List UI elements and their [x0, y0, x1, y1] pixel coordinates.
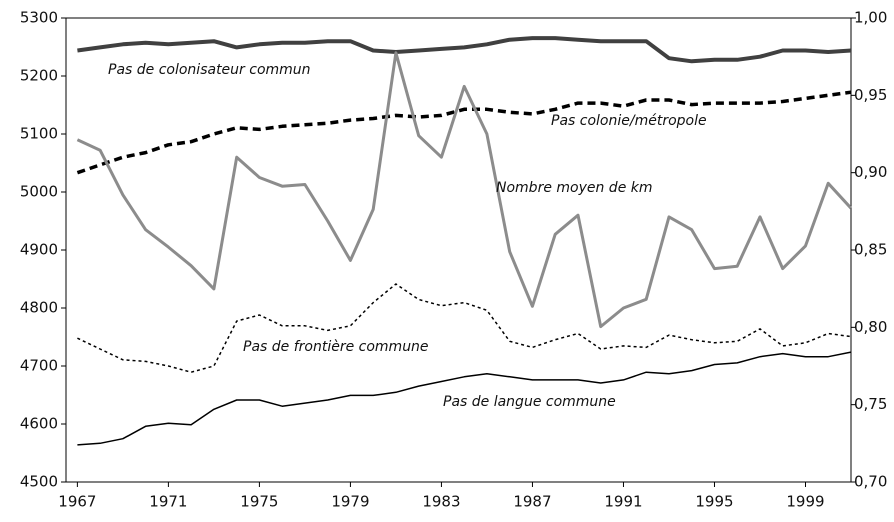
- y2-tick-label: 0,70: [854, 473, 887, 491]
- series-line: [77, 351, 852, 446]
- y-tick-label: 5100: [20, 125, 58, 143]
- series-label: Pas colonie/métropole: [551, 113, 707, 129]
- series-label: Nombre moyen de km: [496, 180, 653, 196]
- x-tick-label: 1975: [240, 493, 278, 511]
- x-tick-label: 1971: [149, 493, 187, 511]
- y-tick-label: 4900: [20, 241, 58, 259]
- y-tick-label: 4500: [20, 473, 58, 491]
- x-tick-label: 1995: [695, 493, 733, 511]
- series-line: [77, 36, 852, 64]
- series-line: [76, 90, 852, 175]
- series-line: [77, 283, 852, 373]
- y2-tick-label: 1,00: [854, 9, 887, 27]
- x-tick-label: 1991: [604, 493, 642, 511]
- y2-tick-label: 0,80: [854, 318, 887, 336]
- x-tick-label: 1983: [422, 493, 460, 511]
- series-line: [76, 51, 853, 329]
- series-label: Pas de langue commune: [443, 394, 616, 410]
- series-label: Pas de colonisateur commun: [108, 62, 311, 78]
- y-tick-label: 5000: [20, 183, 58, 201]
- y2-tick-label: 0,95: [854, 86, 887, 104]
- y-tick-label: 4600: [20, 415, 58, 433]
- y-tick-label: 5300: [20, 9, 58, 27]
- y2-tick-label: 0,90: [854, 163, 887, 181]
- y2-tick-label: 0,75: [854, 395, 887, 413]
- y-tick-label: 4700: [20, 357, 58, 375]
- y2-tick-label: 0,85: [854, 241, 887, 259]
- series-label: Pas de frontière commune: [243, 339, 429, 355]
- x-tick-label: 1967: [58, 493, 96, 511]
- x-tick-label: 1999: [786, 493, 824, 511]
- x-tick-label: 1979: [331, 493, 369, 511]
- y-tick-label: 4800: [20, 299, 58, 317]
- plot-frame: [65, 17, 852, 483]
- x-tick-label: 1987: [513, 493, 551, 511]
- y-tick-label: 5200: [20, 67, 58, 85]
